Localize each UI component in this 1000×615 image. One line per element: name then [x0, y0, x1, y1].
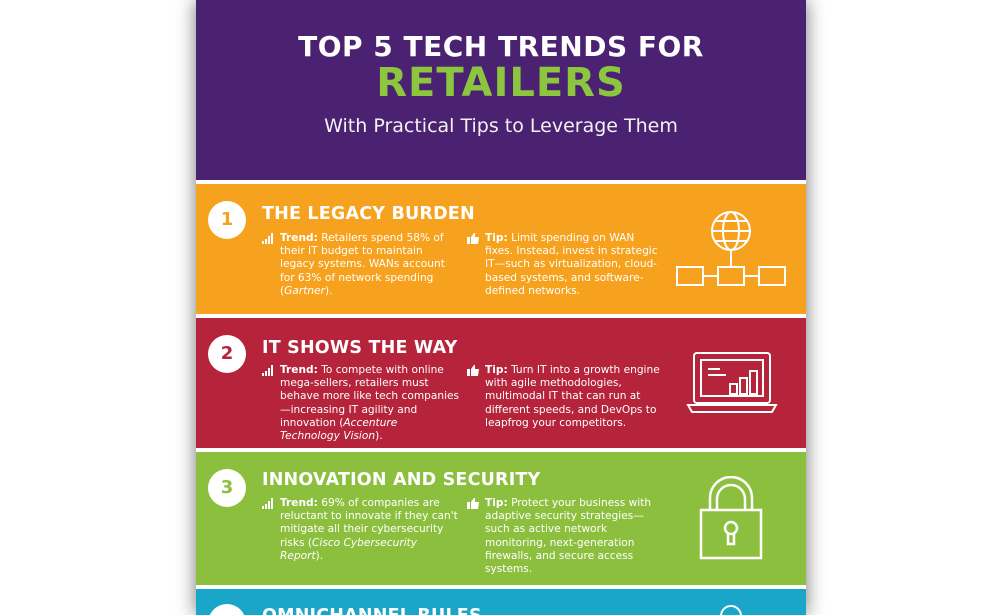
trend-number-badge	[208, 604, 246, 615]
trend-end: ).	[324, 284, 333, 297]
padlock-icon	[699, 476, 763, 560]
infographic-sheet: TOP 5 TECH TRENDS FOR RETAILERS With Pra…	[196, 0, 806, 615]
trend-band-2: 2 IT SHOWS THE WAY Trend: To compete wit…	[196, 318, 806, 448]
infographic-header: TOP 5 TECH TRENDS FOR RETAILERS With Pra…	[196, 0, 806, 180]
tip-label: Tip:	[485, 232, 508, 244]
trend-source: Gartner	[284, 284, 325, 297]
tip-text: Tip: Turn IT into a growth engine with a…	[467, 364, 661, 430]
divider	[196, 585, 806, 589]
trend-title: INNOVATION AND SECURITY	[262, 470, 541, 490]
signal-bars-icon	[262, 365, 273, 376]
network-globe-icon	[676, 211, 786, 286]
trend-end: ).	[375, 430, 383, 443]
partial-icon	[720, 605, 742, 615]
trend-source: Accenture Technology Vision	[280, 416, 398, 443]
trend-text: Trend: 69% of companies are reluctant to…	[262, 497, 460, 563]
tip-body: Protect your business with adaptive secu…	[485, 497, 652, 576]
trend-body: To compete with online mega-sellers, ret…	[280, 364, 460, 429]
trend-number-badge: 3	[208, 469, 246, 507]
tip-label: Tip:	[485, 497, 508, 509]
trend-text: Trend: Retailers spend 58% of their IT b…	[262, 232, 460, 298]
thumbs-up-icon	[467, 498, 479, 509]
tip-body: Limit spending on WAN fixes. Instead, in…	[485, 232, 658, 297]
trend-band-1: 1 THE LEGACY BURDEN Trend: Retailers spe…	[196, 184, 806, 314]
trend-text: Trend: To compete with online mega-selle…	[262, 364, 460, 443]
trend-body: 69% of companies are reluctant to innova…	[280, 497, 458, 549]
header-title-line1: TOP 5 TECH TRENDS FOR	[298, 30, 704, 63]
trend-label: Trend:	[280, 232, 318, 244]
tip-label: Tip:	[485, 364, 508, 376]
trend-label: Trend:	[280, 364, 318, 376]
laptop-chart-icon	[686, 352, 778, 413]
trend-end: ).	[315, 549, 324, 562]
tip-body: Turn IT into a growth engine with agile …	[485, 364, 660, 429]
signal-bars-icon	[262, 233, 273, 244]
trend-body: Retailers spend 58% of their IT budget t…	[280, 232, 445, 297]
tip-text: Tip: Protect your business with adaptive…	[467, 497, 661, 576]
header-title-retailers: RETAILERS	[376, 60, 626, 106]
trend-title: OMNICHANNEL RULES	[262, 606, 482, 615]
trend-source: Cisco Cybersecurity Report	[280, 536, 418, 562]
signal-bars-icon	[262, 498, 273, 509]
trend-number-badge: 2	[208, 335, 246, 373]
trend-band-3: 3 INNOVATION AND SECURITY Trend: 69% of …	[196, 452, 806, 585]
thumbs-up-icon	[467, 365, 479, 376]
header-subtitle: With Practical Tips to Leverage Them	[324, 115, 678, 137]
divider	[196, 448, 806, 452]
trend-title: THE LEGACY BURDEN	[262, 204, 475, 224]
trend-title: IT SHOWS THE WAY	[262, 338, 458, 358]
divider	[196, 180, 806, 184]
trend-number-badge: 1	[208, 201, 246, 239]
divider	[196, 314, 806, 318]
trend-band-4: OMNICHANNEL RULES	[196, 589, 806, 615]
trend-label: Trend:	[280, 497, 318, 509]
thumbs-up-icon	[467, 233, 479, 244]
tip-text: Tip: Limit spending on WAN fixes. Instea…	[467, 232, 661, 298]
